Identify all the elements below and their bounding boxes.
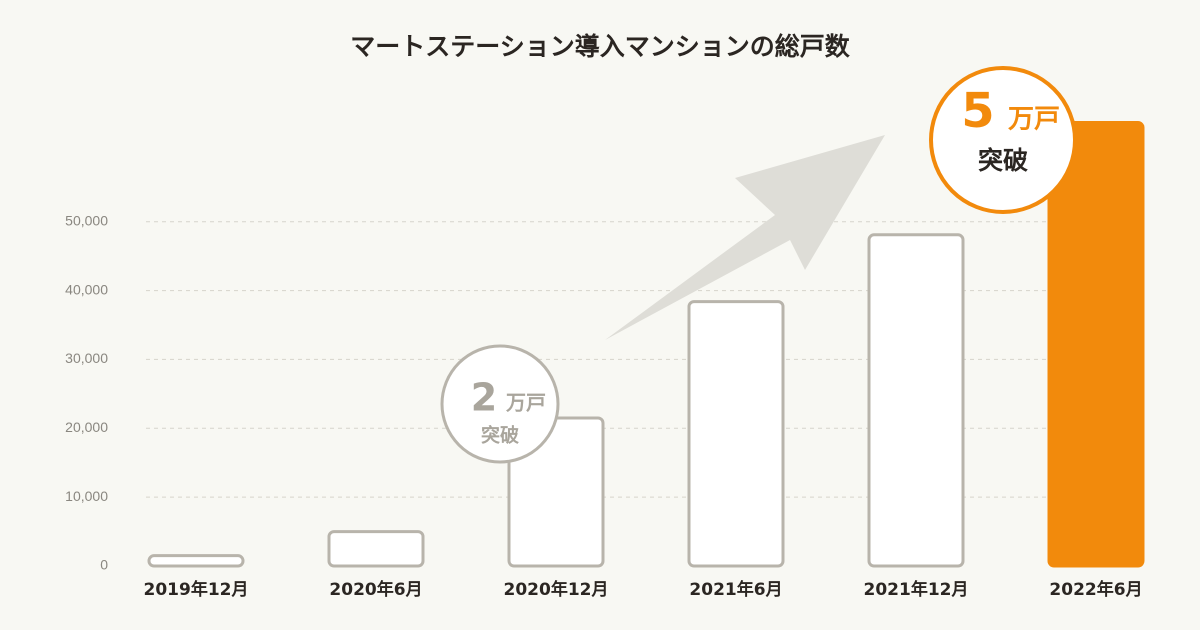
annotation-2man: 2 万戸 突破	[440, 344, 560, 464]
annotation-5man: 5 万戸 突破	[929, 66, 1077, 214]
badge-unit: 万戸	[505, 391, 546, 415]
x-tick-label: 2020年12月	[504, 579, 609, 600]
y-tick-label: 0	[100, 557, 108, 573]
x-tick-label: 2022年6月	[1049, 579, 1142, 600]
y-tick-label: 50,000	[65, 212, 108, 228]
badge-number: 2	[471, 376, 497, 420]
chart-title: マートステーション導入マンションの総戸数	[350, 32, 851, 61]
x-tick-label: 2020年6月	[329, 579, 422, 600]
badge	[929, 66, 1077, 214]
growth-arrow	[605, 135, 885, 340]
x-tick-label: 2019年12月	[144, 579, 249, 600]
y-tick-label: 30,000	[65, 350, 108, 366]
badge-text: 突破	[978, 146, 1028, 175]
badge-number: 5	[961, 83, 994, 139]
bar	[147, 554, 245, 568]
bar	[687, 300, 785, 568]
bars: 2019年12月 2020年6月 2020年12月 2021年6月 2021年12月 20…	[144, 121, 1145, 600]
bar	[1047, 121, 1145, 568]
bar	[327, 530, 425, 568]
badge	[440, 344, 560, 464]
y-tick-label: 20,000	[65, 419, 108, 435]
grid: 0 10,000 20,000 30,000 40,000 50,000	[65, 212, 1146, 573]
bar	[867, 233, 965, 568]
y-tick-label: 10,000	[65, 488, 108, 504]
badge-text: 突破	[481, 424, 519, 447]
x-tick-label: 2021年12月	[864, 579, 969, 600]
y-tick-label: 40,000	[65, 281, 108, 297]
x-tick-label: 2021年6月	[689, 579, 782, 600]
badge-unit: 万戸	[1008, 105, 1060, 135]
